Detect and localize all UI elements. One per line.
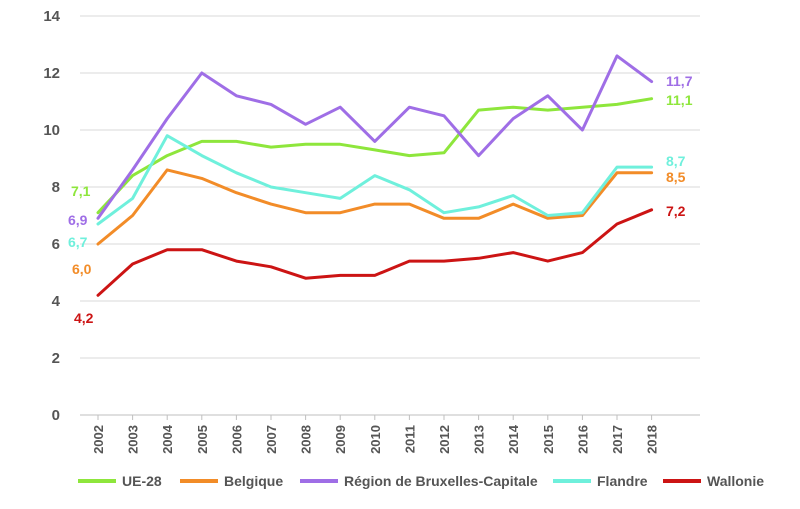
x-tick-label: 2012 [437,425,452,454]
x-tick-label: 2005 [195,425,210,454]
x-tick-label: 2013 [472,425,487,454]
y-tick-label: 0 [52,407,60,424]
x-tick-label: 2002 [91,425,106,454]
legend-label: Flandre [597,473,648,489]
start-value-label: 6,9 [68,212,88,228]
y-tick-label: 14 [43,8,60,25]
x-tick-label: 2014 [506,424,521,454]
start-value-label: 7,1 [71,183,91,199]
legend-item: Flandre [553,470,648,492]
legend-swatch [300,479,338,483]
gridlines [80,15,700,416]
x-tick-label: 2016 [575,425,590,454]
series-line-4 [96,208,654,297]
legend-swatch [663,479,701,483]
end-value-label: 8,5 [666,169,686,185]
start-value-label: 6,0 [72,261,92,277]
legend-swatch [180,479,218,483]
legend-item: Région de Bruxelles-Capitale [300,470,538,492]
start-value-label: 6,7 [68,234,88,250]
x-tick-label: 2008 [299,425,314,454]
x-tick-label: 2009 [333,425,348,454]
end-value-label: 11,7 [666,73,693,89]
legend-item: Wallonie [663,470,764,492]
end-value-label: 8,7 [666,153,686,169]
legend-label: Wallonie [707,473,765,489]
y-tick-label: 4 [52,293,61,310]
line-chart: 0 2 4 6 8 10 12 14 2002 2003 2004 2005 2006 2007 2008… [43,8,700,454]
legend-label: Région de Bruxelles-Capitale [344,473,538,489]
legend: UE-28 Belgique Région de Bruxelles-Capital… [0,470,800,492]
series-line-3 [96,134,654,226]
y-tick-label: 2 [52,350,60,367]
y-tick-label: 12 [43,65,60,82]
y-tick-label: 10 [43,122,60,139]
data-labels: 7,1 11,1 6,0 8,5 6,9 11,7 6,7 8,7 4,2 7,2 [68,73,693,326]
legend-label: Belgique [224,473,284,489]
legend-item: UE-28 [78,470,162,492]
y-tick-label: 8 [52,179,60,196]
legend-swatch [78,479,116,483]
series-line-2 [96,54,654,220]
x-tick-label: 2015 [541,425,556,454]
x-tick-label: 2006 [229,425,244,454]
start-value-label: 4,2 [74,310,94,326]
y-axis: 0 2 4 6 8 10 12 14 [43,8,60,424]
x-tick-label: 2003 [126,425,141,454]
x-tick-label: 2017 [610,425,625,454]
x-tick-label: 2010 [368,425,383,454]
end-value-label: 11,1 [666,92,693,108]
series-line-1 [96,168,654,246]
x-tick-label: 2018 [645,425,660,454]
series-lines [96,54,654,297]
legend-item: Belgique [180,470,283,492]
end-value-label: 7,2 [666,203,686,219]
x-tick-label: 2004 [160,424,175,454]
x-tick-label: 2007 [264,425,279,454]
legend-label: UE-28 [122,473,162,489]
legend-swatch [553,479,591,483]
y-tick-label: 6 [52,236,60,253]
x-axis: 2002 2003 2004 2005 2006 2007 2008 2009 2010 2011… [91,415,660,454]
x-tick-label: 2011 [402,425,417,453]
